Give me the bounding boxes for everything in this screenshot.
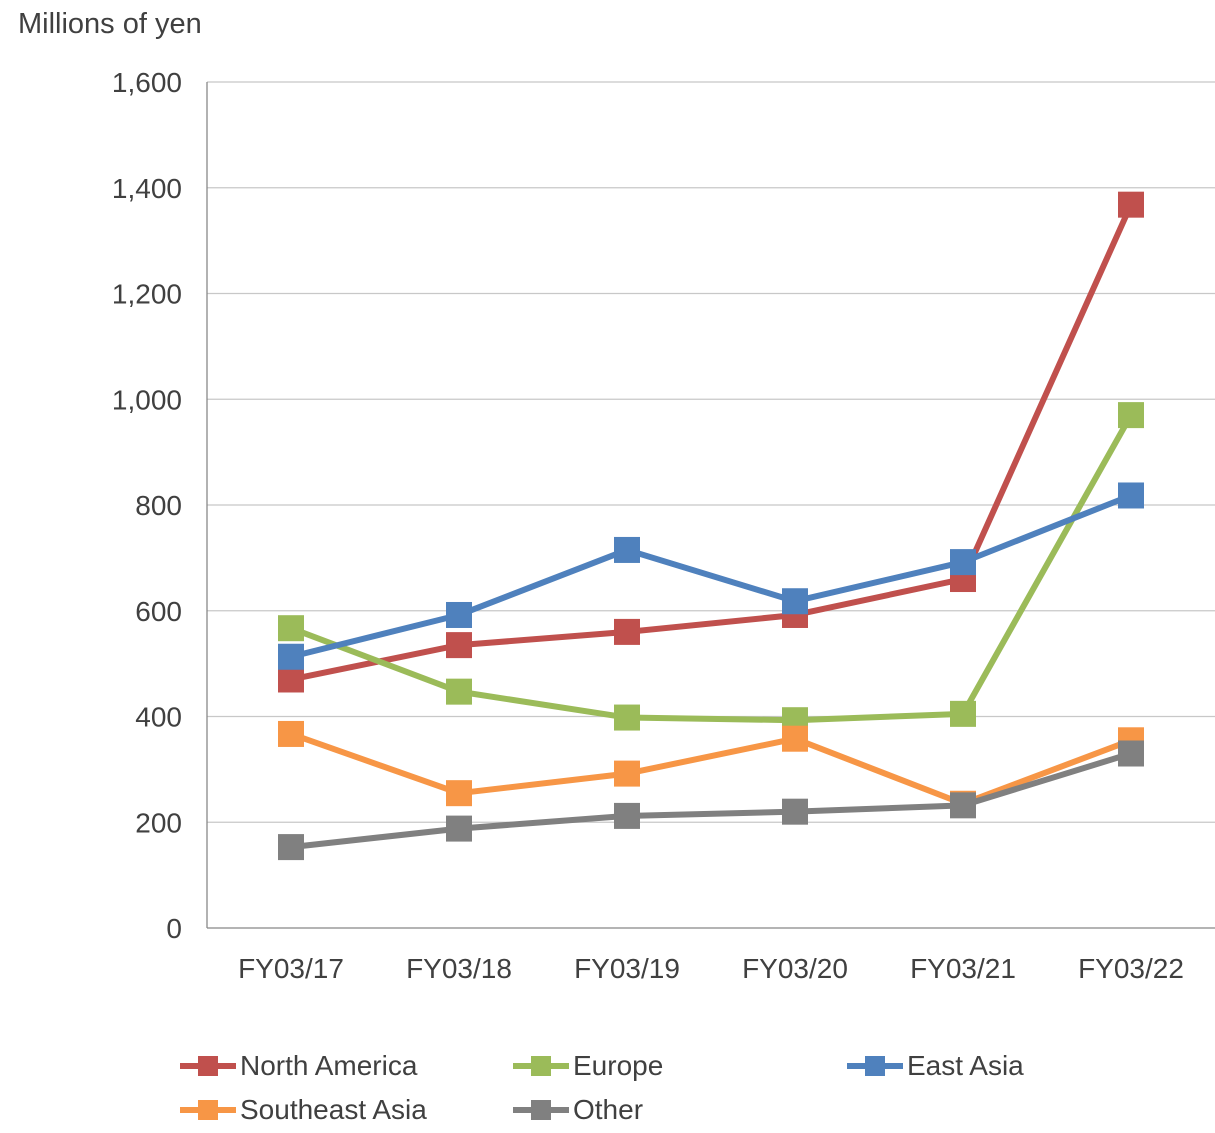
gridlines [206, 81, 1215, 929]
data-point [278, 666, 304, 693]
x-tick-label: FY03/22 [1078, 953, 1184, 984]
legend-label: Southeast Asia [240, 1094, 427, 1125]
series-other [278, 740, 1144, 861]
series-lines [278, 191, 1144, 861]
data-point [446, 780, 472, 807]
legend-swatch-europe [513, 1056, 569, 1076]
x-tick-label: FY03/18 [406, 953, 512, 984]
series-line [290, 492, 1133, 660]
y-axis-ticks: 0 200 400 600 800 1,000 1,200 1,400 1,600 [112, 67, 182, 944]
data-point [278, 643, 304, 670]
y-tick-label: 1,200 [112, 279, 182, 310]
legend-item-north-america: North America [178, 1050, 417, 1082]
data-point [1118, 191, 1144, 218]
legend-swatch-north-america [180, 1056, 236, 1076]
legend-label: Europe [573, 1050, 664, 1081]
y-tick-label: 0 [166, 913, 182, 944]
series-north-america [278, 191, 1144, 693]
series-europe [278, 402, 1144, 734]
y-tick-label: 1,600 [112, 67, 182, 98]
data-point [614, 760, 640, 787]
series-line [290, 203, 1134, 683]
data-point [614, 536, 640, 563]
series-line [290, 750, 1132, 851]
y-tick-label: 1,000 [112, 384, 182, 415]
legend-item-east-asia: East Asia [845, 1050, 1024, 1082]
y-axis-unit-label: Millions of yen [18, 8, 202, 40]
data-point [446, 678, 472, 705]
legend-item-southeast-asia: Southeast Asia [178, 1094, 427, 1126]
data-point [950, 700, 976, 727]
x-tick-label: FY03/20 [742, 953, 848, 984]
legend-label: East Asia [907, 1050, 1024, 1081]
y-tick-label: 400 [135, 702, 182, 733]
y-tick-label: 200 [135, 807, 182, 838]
series-line [290, 731, 1133, 807]
x-tick-label: FY03/17 [238, 953, 344, 984]
data-point [446, 601, 472, 628]
x-tick-label: FY03/19 [574, 953, 680, 984]
data-point [782, 588, 808, 615]
y-tick-label: 1,400 [112, 173, 182, 204]
legend-swatch-east-asia [847, 1056, 903, 1076]
data-point [782, 725, 808, 752]
legend-swatch-other [513, 1100, 569, 1120]
legend-item-other: Other [511, 1094, 643, 1126]
data-point [950, 549, 976, 576]
data-point [278, 615, 304, 642]
data-point [278, 834, 304, 861]
legend-label: North America [240, 1050, 418, 1081]
data-point [614, 618, 640, 645]
y-tick-label: 600 [135, 596, 182, 627]
data-point [1118, 740, 1144, 767]
series-line [289, 413, 1134, 724]
data-point [278, 720, 304, 747]
legend-swatch-southeast-asia [180, 1100, 236, 1120]
series-east-asia [278, 482, 1144, 670]
series-southeast-asia [278, 720, 1144, 817]
data-point [950, 792, 976, 819]
legend-label: Other [573, 1094, 644, 1125]
x-axis-ticks: FY03/17 FY03/18 FY03/19 FY03/20 FY03/21 FY03/… [238, 953, 1184, 984]
data-point [782, 798, 808, 825]
legend-item-europe: Europe [511, 1050, 663, 1082]
data-point [614, 802, 640, 829]
data-point [446, 632, 472, 659]
x-tick-label: FY03/21 [910, 953, 1016, 984]
data-point [446, 815, 472, 842]
data-point [614, 704, 640, 731]
line-chart: 0 200 400 600 800 1,000 1,200 1,400 1,600 FY03/1… [112, 67, 1215, 984]
data-point [1118, 482, 1144, 509]
y-tick-label: 800 [135, 490, 182, 521]
data-point [1118, 402, 1144, 429]
